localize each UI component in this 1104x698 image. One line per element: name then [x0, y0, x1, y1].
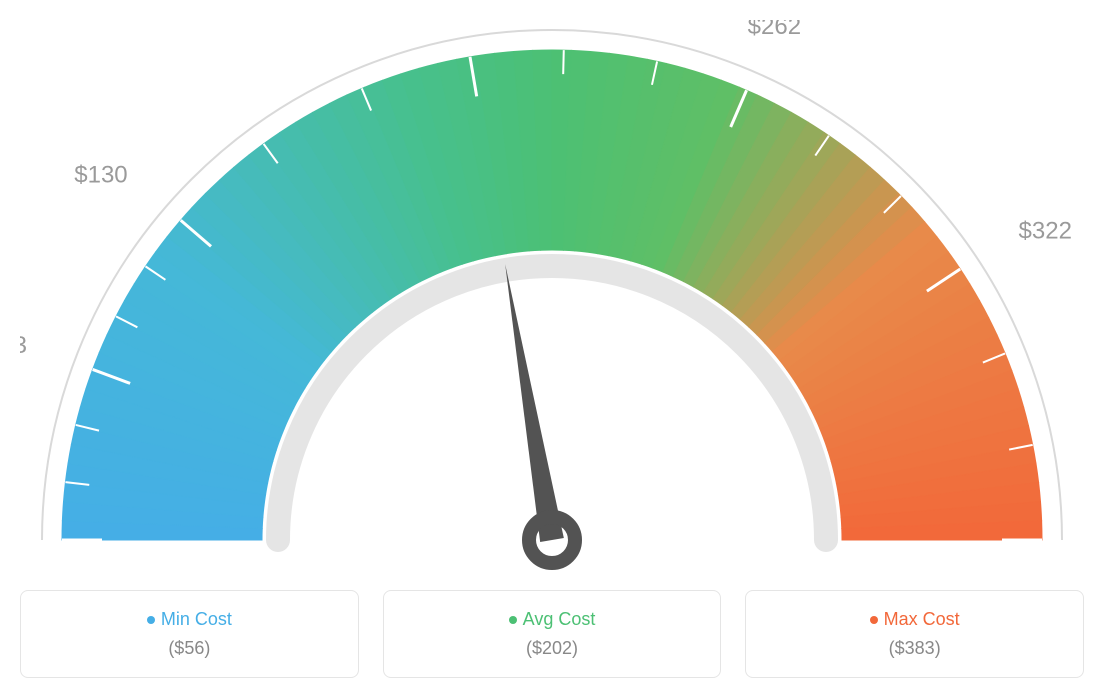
gauge-svg: $56$93$130$202$262$322$383	[20, 20, 1084, 580]
legend-title: Max Cost	[746, 609, 1083, 630]
legend-value: ($56)	[21, 638, 358, 659]
legend-value: ($383)	[746, 638, 1083, 659]
legend-value: ($202)	[384, 638, 721, 659]
legend-title: Avg Cost	[384, 609, 721, 630]
gauge-label: $322	[1019, 217, 1072, 244]
gauge-label: $130	[74, 162, 127, 189]
legend-label: Avg Cost	[523, 609, 596, 629]
legend-label: Max Cost	[884, 609, 960, 629]
gauge-label: $93	[20, 332, 27, 359]
legend-dot-icon	[509, 616, 517, 624]
legend-card-min: Min Cost ($56)	[20, 590, 359, 678]
gauge-label: $262	[748, 20, 801, 40]
gauge-needle	[505, 264, 564, 542]
legend-title: Min Cost	[21, 609, 358, 630]
cost-gauge: $56$93$130$202$262$322$383	[20, 20, 1084, 580]
legend-dot-icon	[870, 616, 878, 624]
gauge-tick	[563, 50, 564, 74]
legend-card-max: Max Cost ($383)	[745, 590, 1084, 678]
legend-dot-icon	[147, 616, 155, 624]
legend-row: Min Cost ($56) Avg Cost ($202) Max Cost ($383…	[20, 590, 1084, 678]
legend-label: Min Cost	[161, 609, 232, 629]
legend-card-avg: Avg Cost ($202)	[383, 590, 722, 678]
gauge-arc	[62, 50, 1042, 540]
